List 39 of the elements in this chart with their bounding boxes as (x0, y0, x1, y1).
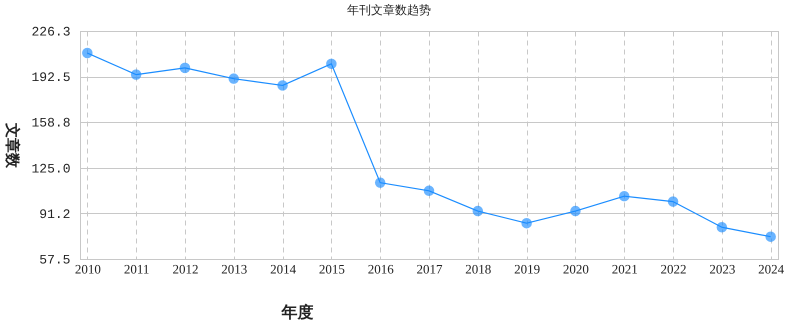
point (130, 69, 142, 80)
y-tick-label: 91.2 (39, 206, 70, 222)
x-tick-label: 2012 (172, 262, 198, 276)
x-tick-label: 2011 (124, 262, 150, 276)
x-tick-label: 2022 (660, 262, 687, 276)
x-tick-label: 2023 (709, 262, 736, 276)
point (619, 190, 630, 202)
point (472, 206, 484, 216)
x-tick-label: 2018 (465, 262, 492, 276)
y-axis-title: 文章数 (4, 122, 22, 169)
x-tick-label: 2010 (74, 262, 101, 276)
x-tick-label: 2020 (562, 262, 589, 276)
point (765, 231, 776, 242)
y-tick-label: 158.8 (31, 116, 70, 131)
point (570, 206, 581, 216)
x-tick-label: 2021 (612, 262, 638, 276)
y-tick-label: 57.5 (39, 252, 70, 268)
point (277, 80, 288, 91)
point (326, 58, 337, 70)
chart-title: 年刊文章数趋势 (347, 3, 431, 17)
point (374, 177, 386, 188)
x-tick-label: 2013 (221, 262, 248, 276)
x-tick-label: 2019 (514, 262, 540, 276)
x-tick-label: 2015 (318, 262, 345, 276)
point (82, 48, 93, 58)
x-tick-label: 2016 (368, 262, 394, 276)
x-tick-label: 2024 (758, 262, 785, 276)
x-tick-label: 2014 (270, 262, 297, 276)
point (521, 218, 532, 228)
x-tick-label: 2017 (416, 262, 443, 276)
y-tick-label: 192.5 (31, 70, 70, 86)
x-axis-title: 年度 (280, 302, 314, 322)
point (424, 186, 434, 196)
y-tick-label: 125.0 (31, 161, 70, 176)
point (180, 62, 190, 74)
point (228, 73, 239, 84)
y-tick-label: 226.3 (31, 24, 70, 40)
point (668, 196, 678, 207)
point (716, 222, 728, 232)
